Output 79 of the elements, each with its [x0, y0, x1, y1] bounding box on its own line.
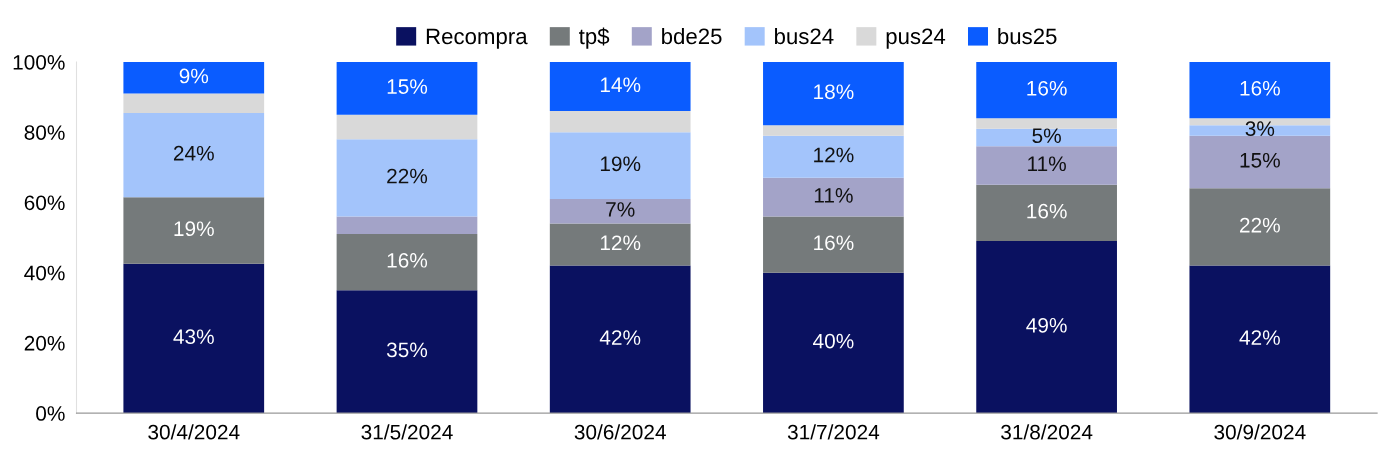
- bar: [763, 61, 904, 126]
- data-label: 49%: [1026, 317, 1067, 333]
- x-tick-label: 31/7/2024: [787, 424, 880, 440]
- x-tick-label: 30/4/2024: [148, 424, 240, 440]
- y-tick-label: 100%: [13, 54, 65, 70]
- data-label: 22%: [387, 168, 428, 184]
- data-label: 14%: [600, 77, 641, 93]
- legend-label: bus24: [775, 27, 834, 45]
- bar: [336, 290, 478, 414]
- data-label: 19%: [174, 221, 214, 237]
- data-label: 12%: [600, 235, 641, 251]
- x-tick-label: 30/6/2024: [574, 424, 666, 440]
- data-label: 15%: [1240, 152, 1280, 168]
- bar: [1189, 188, 1331, 266]
- bar: [123, 93, 265, 113]
- data-label: 22%: [1240, 217, 1280, 233]
- x-tick-label: 31/8/2024: [1001, 424, 1093, 440]
- y-tick-label: 20%: [24, 335, 65, 351]
- bar: [976, 118, 1117, 129]
- data-label: 15%: [387, 79, 428, 94]
- bar: [549, 61, 691, 112]
- legend-label: Recompra: [426, 28, 528, 49]
- data-label: 11%: [1028, 156, 1066, 172]
- legend-label: pus24: [886, 28, 946, 49]
- bar: [976, 146, 1117, 185]
- y-tick-label: 80%: [24, 125, 65, 140]
- data-label: 12%: [814, 147, 854, 163]
- y-tick-label: 40%: [24, 265, 65, 281]
- bar: [549, 223, 691, 266]
- bar: [123, 197, 265, 264]
- data-label: 43%: [173, 329, 214, 345]
- legend-label: tp$: [579, 27, 610, 49]
- bar: [549, 198, 691, 224]
- bar: [763, 125, 904, 136]
- data-label: 16%: [1027, 203, 1067, 219]
- bar: [336, 139, 478, 217]
- data-label: 42%: [1239, 330, 1280, 345]
- data-label: 40%: [813, 333, 854, 349]
- legend-label: bde25: [662, 27, 722, 45]
- bar: [336, 114, 478, 140]
- y-tick-label: 60%: [24, 195, 65, 211]
- bar: [123, 112, 265, 198]
- data-label: 3%: [1245, 121, 1275, 137]
- x-tick-label: 30/9/2024: [1214, 424, 1306, 440]
- bar: [336, 61, 478, 115]
- bar: [1189, 61, 1331, 119]
- data-label: 7%: [606, 202, 635, 217]
- bar: [763, 177, 904, 217]
- data-label: 9%: [179, 68, 209, 84]
- bar: [123, 263, 265, 414]
- data-label: 16%: [387, 252, 428, 268]
- bar: [549, 132, 691, 199]
- bar: [1189, 265, 1331, 414]
- bar: [976, 128, 1117, 147]
- bar: [549, 265, 691, 414]
- bar: [763, 135, 904, 178]
- bar: [336, 216, 478, 235]
- bar: [123, 61, 265, 94]
- data-label: 16%: [1240, 80, 1280, 96]
- data-label: 19%: [600, 156, 641, 172]
- data-label: 11%: [814, 188, 853, 203]
- x-tick-label: 31/5/2024: [361, 424, 453, 440]
- legend-label: bus25: [998, 27, 1057, 45]
- data-label: 35%: [386, 342, 428, 358]
- y-tick-label: 0%: [36, 406, 65, 421]
- data-label: 18%: [814, 84, 854, 100]
- bar: [976, 61, 1117, 119]
- bar: [763, 272, 904, 414]
- bar: [336, 234, 478, 291]
- bar: [1189, 135, 1331, 189]
- data-label: 24%: [173, 145, 214, 161]
- data-label: 5%: [1032, 128, 1061, 144]
- bar: [549, 111, 691, 133]
- data-label: 16%: [1027, 80, 1067, 96]
- bar: [976, 241, 1117, 414]
- bar: [763, 216, 904, 273]
- data-label: 42%: [599, 330, 641, 345]
- data-label: 16%: [814, 235, 854, 251]
- bar: [976, 184, 1117, 242]
